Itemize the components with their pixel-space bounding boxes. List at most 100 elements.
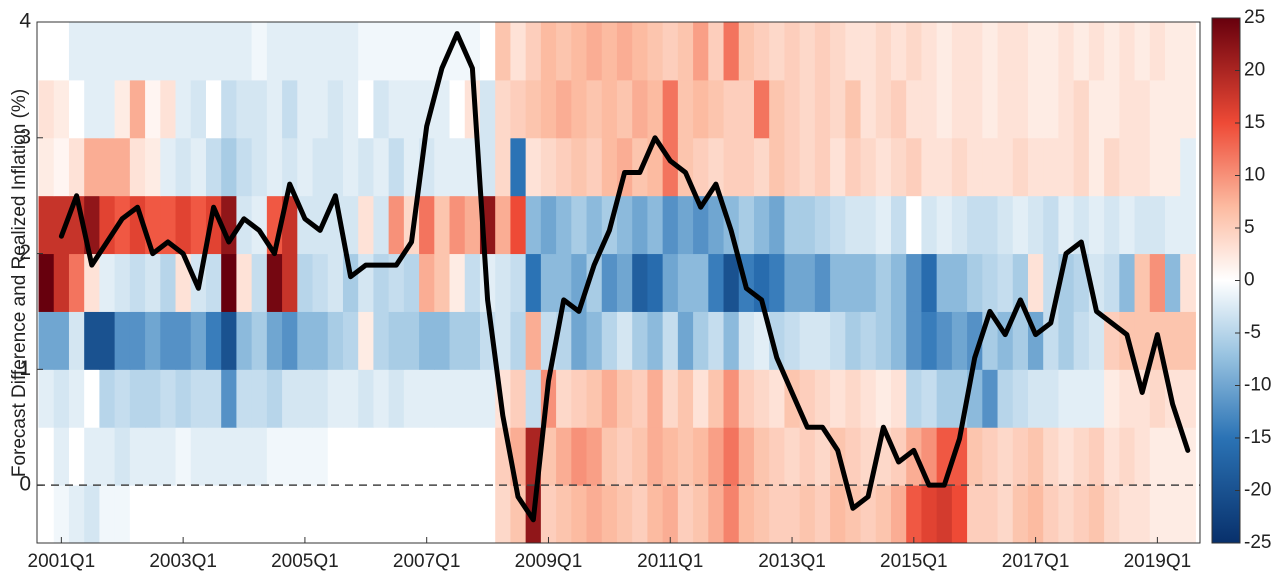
colorbar-tick-label: -20 (1244, 480, 1271, 501)
heat-cell (616, 485, 633, 544)
heat-cell (1119, 79, 1136, 139)
x-tick-label: 2003Q1 (149, 551, 217, 572)
heat-cell (860, 311, 877, 370)
heat-cell (921, 253, 938, 312)
heat-cell (677, 369, 694, 428)
heat-cell (434, 253, 451, 312)
heat-cell (1119, 137, 1136, 197)
heat-cell (997, 253, 1014, 312)
heat-cell (1164, 485, 1181, 544)
heat-cell (419, 253, 435, 312)
heat-cell (266, 137, 283, 197)
heat-cell (647, 427, 664, 486)
heat-cell (282, 253, 298, 312)
heat-cell (1073, 22, 1090, 81)
heat-cell (571, 427, 588, 486)
heat-cell (175, 485, 192, 544)
heat-cell (799, 137, 816, 197)
heat-cell (906, 22, 922, 81)
heat-cell (1149, 253, 1166, 312)
heat-cell (540, 137, 557, 197)
heat-cell (510, 22, 527, 81)
heat-cell (693, 311, 709, 370)
heat-cell (236, 427, 253, 486)
heat-cell (358, 195, 374, 255)
heat-cell (205, 485, 222, 544)
heat-cell (266, 427, 283, 486)
heat-cell (1043, 137, 1059, 197)
heat-cell (1104, 369, 1120, 428)
heat-cell (373, 427, 390, 486)
heat-cell (1012, 485, 1029, 544)
heat-cell (53, 427, 70, 486)
heat-cell (586, 427, 603, 486)
heat-cell (1012, 79, 1029, 139)
heat-cell (1180, 253, 1196, 312)
heat-cell (890, 311, 907, 370)
heat-cell (1027, 485, 1044, 544)
heat-cell (1058, 137, 1075, 197)
heat-cell (1088, 427, 1105, 486)
heat-cell (1104, 427, 1120, 486)
heat-cell (449, 485, 466, 544)
heat-cell (586, 369, 603, 428)
heat-cell (84, 369, 100, 428)
heat-cell (312, 369, 329, 428)
heat-cell (753, 427, 770, 486)
heat-cell (190, 195, 207, 255)
heat-cell (479, 137, 496, 197)
heat-cell (875, 311, 892, 370)
heat-cell (373, 369, 390, 428)
heat-cell (784, 79, 801, 139)
heat-cell (312, 79, 329, 139)
heat-cell (647, 369, 664, 428)
heat-cell (632, 22, 648, 81)
x-tick-label: 2015Q1 (880, 551, 948, 572)
heat-cell (601, 311, 618, 370)
heat-cell (419, 79, 435, 139)
heat-cell (358, 311, 374, 370)
heat-cell (129, 253, 146, 312)
heat-cell (373, 22, 390, 81)
heat-cell (1134, 79, 1151, 139)
heat-cell (632, 195, 648, 255)
heat-cell (1043, 22, 1059, 81)
heat-cell (419, 485, 435, 544)
heat-cell (84, 311, 100, 370)
heat-cell (175, 137, 192, 197)
heat-cell (890, 137, 907, 197)
heat-cell (693, 195, 709, 255)
heat-cell (373, 137, 390, 197)
heat-cell (251, 311, 268, 370)
heat-cell (830, 137, 846, 197)
heat-cell (99, 485, 116, 544)
heat-cell (540, 485, 557, 544)
heat-cell (403, 311, 420, 370)
heat-cell (921, 195, 938, 255)
x-tick-label: 2001Q1 (28, 551, 96, 572)
heat-cell (540, 427, 557, 486)
heat-cell (571, 195, 588, 255)
heat-cell (434, 79, 451, 139)
heat-cell (510, 137, 527, 197)
heat-cell (510, 311, 527, 370)
heat-cell (997, 427, 1014, 486)
heat-cell (388, 253, 405, 312)
heat-cell (875, 369, 892, 428)
heat-cell (769, 195, 785, 255)
heat-cell (479, 369, 496, 428)
heat-cell (1134, 137, 1151, 197)
heat-cell (814, 195, 831, 255)
heat-cell (175, 369, 192, 428)
heat-cell (221, 369, 237, 428)
heat-cell (814, 311, 831, 370)
heat-cell (662, 311, 679, 370)
heat-cell (982, 427, 999, 486)
heat-cell (738, 311, 755, 370)
heat-cell (495, 195, 511, 255)
heat-cell (540, 195, 557, 255)
heat-cell (890, 253, 907, 312)
heat-cell (677, 253, 694, 312)
heat-cell (799, 253, 816, 312)
heat-cell (647, 485, 664, 544)
